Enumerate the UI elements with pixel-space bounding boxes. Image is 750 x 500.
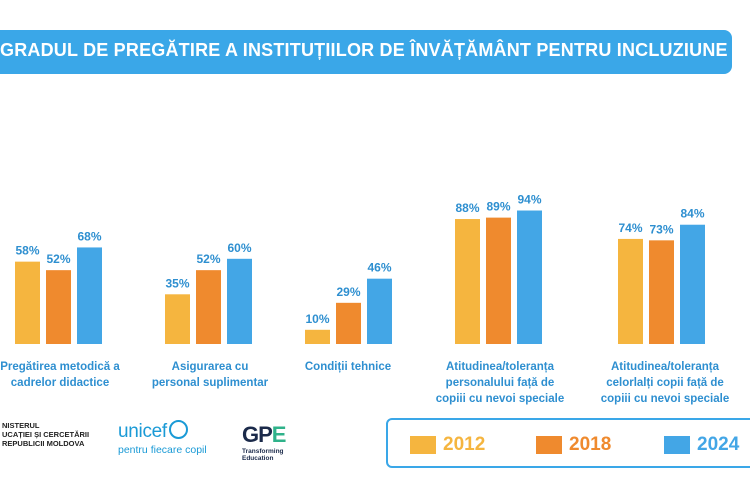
category-label-3-line-2: copiii cu nevoi speciale	[435, 393, 565, 405]
category-label-0-line-1: cadrelor didactice	[10, 377, 110, 389]
data-label-2024-3: 94%	[517, 193, 541, 207]
legend-swatch-2012	[410, 436, 436, 454]
data-label-2012-1: 35%	[165, 276, 189, 290]
legend-swatch-2024	[664, 436, 690, 454]
data-label-2018-4: 73%	[649, 222, 673, 236]
legend-label-2024: 2024	[697, 434, 740, 455]
category-label-3-line-0: Atitudinea/toleranța	[446, 361, 554, 373]
category-label-3: Atitudinea/toleranța personalului față de…	[420, 359, 580, 407]
bar-2018-atitudinea-toleran-a-4	[649, 240, 674, 344]
data-label-2024-1: 60%	[227, 241, 251, 255]
bar-2018-preg-tirea-metodic-a-0	[46, 270, 71, 344]
data-label-2012-0: 58%	[15, 244, 39, 258]
category-label-4: Atitudinea/toleranța celorlalți copii faț…	[585, 359, 745, 407]
gpe-tagline-1: Transforming	[242, 448, 284, 455]
data-label-2018-2: 29%	[336, 285, 360, 299]
chart-title: GRADUL DE PREGĂTIRE A INSTITUȚIILOR DE Î…	[0, 40, 728, 60]
ministry-logo: NISTERUL UCAȚIEI ȘI CERCETĂRII REPUBLICI…	[2, 421, 92, 448]
unicef-wordmark: unicef	[118, 421, 167, 442]
category-label-2: Condiții tehnice	[268, 359, 428, 375]
ministry-line-1: NISTERUL	[2, 421, 40, 430]
category-label-1-line-1: personal suplimentar	[151, 377, 269, 389]
gpe-logo: GPE Transforming Education	[242, 422, 286, 462]
bar-2024-asigurarea-cu-1	[227, 258, 252, 344]
bar-2012-preg-tirea-metodic-a-0	[15, 261, 40, 344]
category-label-3-line-1: personalului față de	[445, 377, 555, 389]
bar-2012-condi-ii-tehnice-2	[305, 329, 330, 344]
globe-icon	[168, 420, 188, 439]
ministry-line-3: REPUBLICII MOLDOVA	[2, 439, 85, 448]
legend-label-2012: 2012	[443, 434, 486, 455]
category-label-4-line-1: celorlalți copii față de	[606, 377, 724, 389]
unicef-tagline: pentru fiecare copil	[118, 444, 207, 456]
data-label-2012-3: 88%	[455, 201, 479, 215]
category-label-0-line-0: Pregătirea metodică a	[0, 361, 120, 373]
category-label-1-line-0: Asigurarea cu	[171, 361, 249, 373]
legend: 2012 2018 2024	[386, 418, 750, 468]
data-label-2012-2: 10%	[305, 312, 329, 326]
unicef-logo: unicef pentru fiecare copil	[118, 420, 207, 456]
bar-2018-asigurarea-cu-1	[196, 270, 221, 344]
title-banner	[0, 30, 732, 74]
category-label-4-line-2: copiii cu nevoi speciale	[600, 393, 730, 405]
data-label-2018-1: 52%	[196, 252, 220, 266]
bar-2012-atitudinea-toleran-a-4	[618, 238, 643, 344]
category-label-1: Asigurarea cu personal suplimentar	[130, 359, 290, 391]
legend-label-2018: 2018	[569, 434, 612, 455]
bar-2024-atitudinea-toleran-a-4	[680, 224, 705, 344]
data-label-2018-3: 89%	[486, 200, 510, 214]
bar-2012-atitudinea-toleran-a-3	[455, 219, 480, 344]
category-label-4-line-0: Atitudinea/toleranța	[611, 361, 719, 373]
bar-2018-atitudinea-toleran-a-3	[486, 217, 511, 344]
data-label-2024-2: 46%	[367, 261, 391, 275]
bar-2024-atitudinea-toleran-a-3	[517, 210, 542, 344]
gpe-wordmark: GPE	[242, 422, 286, 447]
data-label-2018-0: 52%	[46, 252, 70, 266]
legend-swatch-2018	[536, 436, 562, 454]
ministry-line-2: UCAȚIEI ȘI CERCETĂRII	[2, 430, 90, 439]
bar-2024-condi-ii-tehnice-2	[367, 278, 392, 344]
bar-2024-preg-tirea-metodic-a-0	[77, 247, 102, 344]
category-label-0: Pregătirea metodică a cadrelor didactice	[0, 359, 140, 391]
gpe-tagline-2: Education	[242, 455, 274, 462]
bar-2012-asigurarea-cu-1	[165, 294, 190, 344]
data-label-2024-4: 84%	[680, 207, 704, 221]
data-label-2024-0: 68%	[77, 229, 101, 243]
category-label-2-line-0: Condiții tehnice	[304, 361, 392, 373]
bar-2018-condi-ii-tehnice-2	[336, 302, 361, 344]
data-label-2012-4: 74%	[618, 221, 642, 235]
